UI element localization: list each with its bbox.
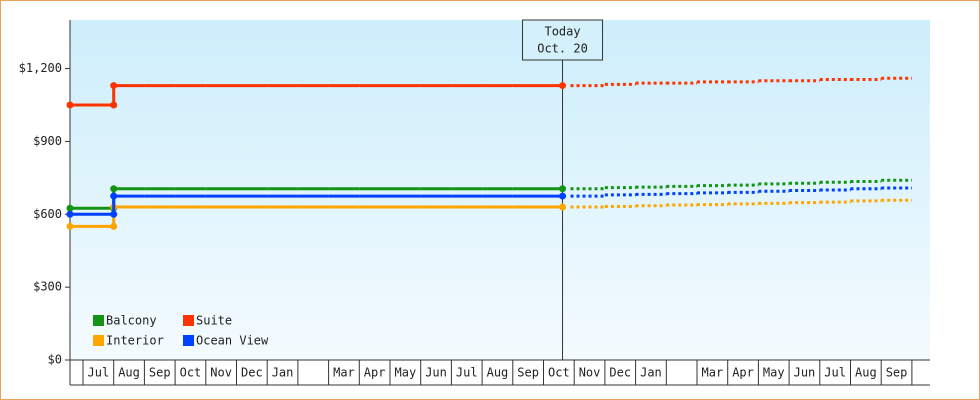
x-tick-label: Sep	[149, 366, 171, 380]
price-dot	[110, 210, 118, 218]
x-tick-label: Dec	[241, 366, 263, 380]
x-tick-label: Jan	[272, 366, 294, 380]
x-tick-label: Mar	[333, 366, 355, 380]
price-dot	[559, 203, 567, 211]
price-dot	[559, 185, 567, 193]
price-dot	[559, 82, 567, 90]
today-box	[522, 19, 604, 61]
x-tick-label: Mar	[702, 366, 724, 380]
x-tick-label: Sep	[517, 366, 539, 380]
x-tick-label: Sep	[886, 366, 908, 380]
price-dot	[66, 210, 74, 218]
legend-label: Ocean View	[196, 334, 269, 348]
legend-label: Balcony	[106, 314, 157, 328]
y-tick-label: $900	[33, 134, 62, 148]
x-tick-label: Oct	[180, 366, 202, 380]
price-dot	[110, 192, 118, 200]
legend-swatch	[93, 315, 104, 326]
price-dot	[110, 82, 118, 90]
price-dot	[110, 222, 118, 230]
x-tick-label: Oct	[548, 366, 570, 380]
price-dot	[110, 101, 118, 109]
x-tick-label: Apr	[364, 366, 386, 380]
x-tick-label: Jul	[456, 366, 478, 380]
x-tick-label: Aug	[855, 366, 877, 380]
y-tick-label: $300	[33, 280, 62, 294]
y-tick-label: $0	[48, 353, 62, 367]
x-tick-label: May	[395, 366, 417, 380]
today-date: Oct. 20	[537, 42, 588, 56]
legend-label: Interior	[106, 334, 164, 348]
legend-swatch	[183, 335, 194, 346]
x-tick-label: Nov	[210, 366, 232, 380]
x-tick-label: Apr	[732, 366, 754, 380]
x-tick-label: Jun	[794, 366, 816, 380]
y-tick-label: $600	[33, 207, 62, 221]
x-tick-label: Nov	[579, 366, 601, 380]
x-tick-label: May	[763, 366, 785, 380]
x-tick-label: Dec	[609, 366, 631, 380]
legend-label: Suite	[196, 314, 232, 328]
x-tick-label: Jul	[824, 366, 846, 380]
price-dot	[559, 192, 567, 200]
x-tick-label: Jul	[88, 366, 110, 380]
price-dot	[110, 185, 118, 193]
legend-swatch	[183, 315, 194, 326]
price-dot	[66, 101, 74, 109]
x-tick-label: Jan	[640, 366, 662, 380]
x-tick-label: Jun	[425, 366, 447, 380]
x-tick-label: Aug	[118, 366, 140, 380]
legend-swatch	[93, 335, 104, 346]
price-dot	[66, 222, 74, 230]
y-tick-label: $1,200	[19, 61, 62, 75]
price-dot	[66, 204, 74, 212]
today-label: Today	[544, 25, 580, 39]
x-tick-label: Aug	[487, 366, 509, 380]
